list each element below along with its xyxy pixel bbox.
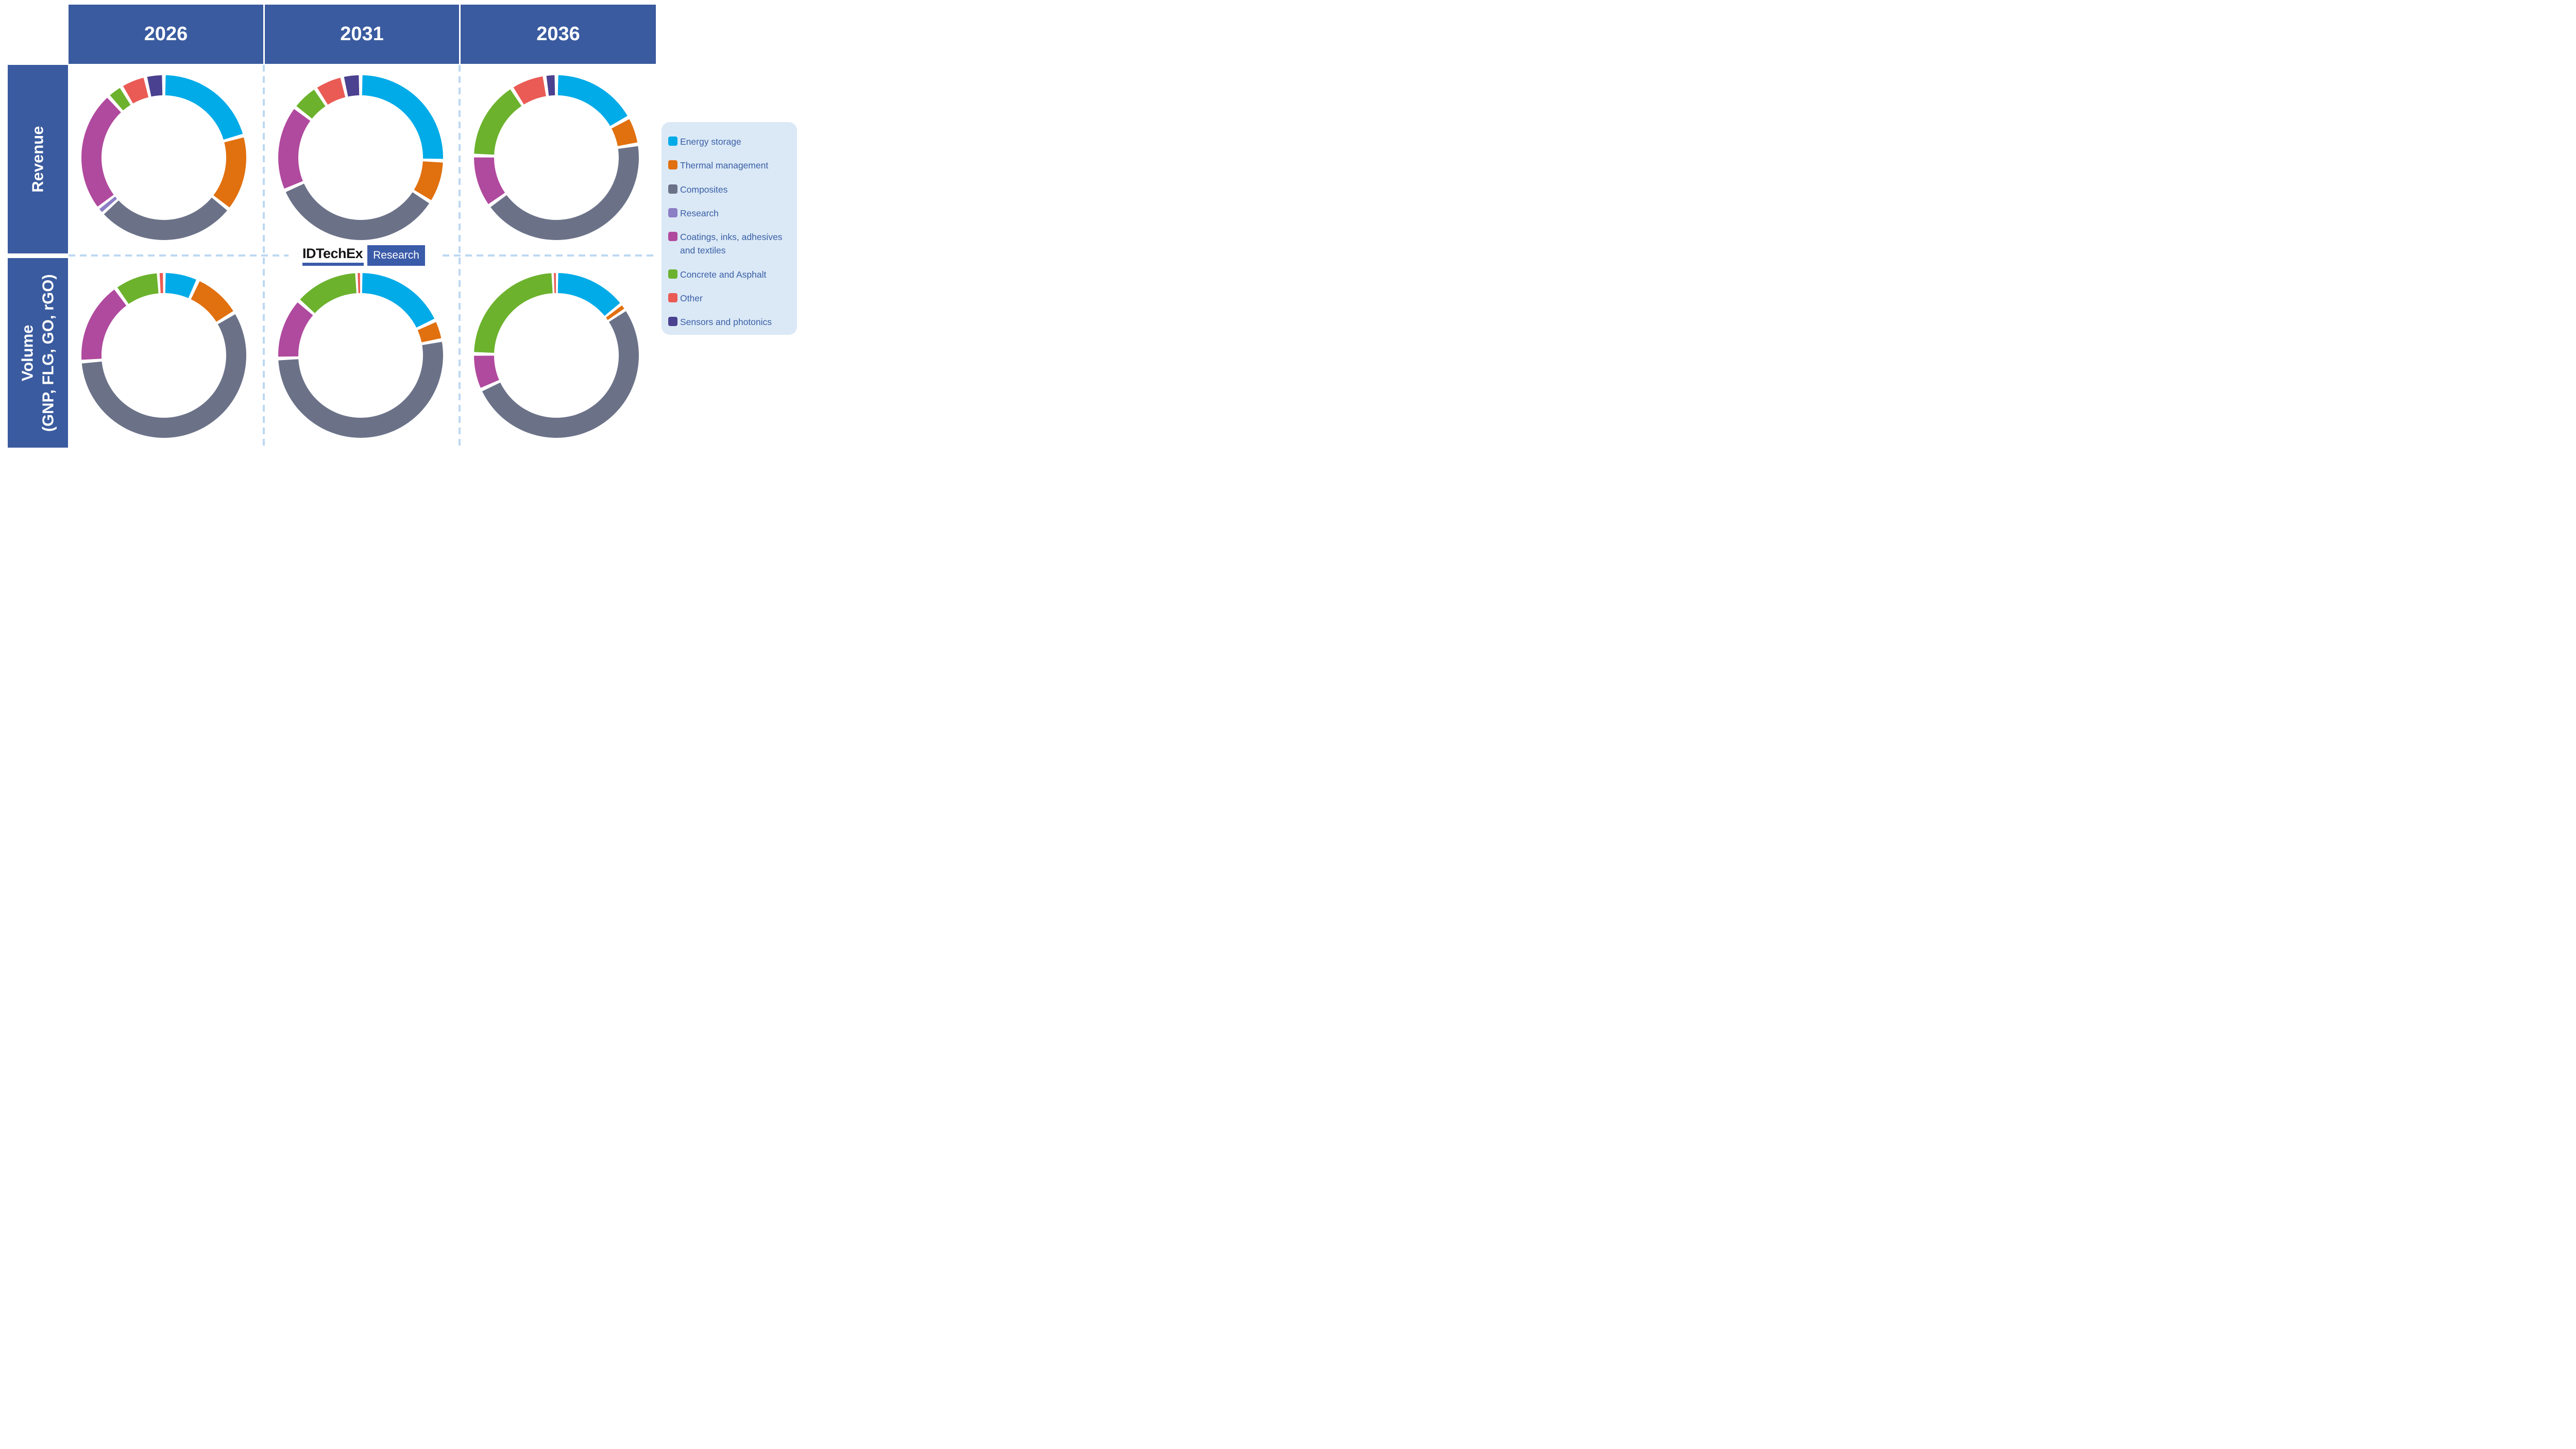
donut-segment-other xyxy=(358,273,361,294)
donut-chart-revenue-2031 xyxy=(277,74,444,241)
row-title: Volume xyxy=(18,325,37,381)
donut-segment-concrete-and-asphalt xyxy=(474,89,522,155)
legend-label: Other xyxy=(680,293,703,303)
legend-item: Research xyxy=(668,207,792,220)
donut-segment-thermal-management xyxy=(611,119,638,146)
column-header-label: 2036 xyxy=(536,23,580,45)
graphene-market-donut-matrix: 2026 2031 2036 Revenue Volume (GNP, FLG,… xyxy=(0,0,808,454)
donut-segment-other xyxy=(554,273,556,294)
donut-segment-energy-storage xyxy=(362,75,443,159)
donut-segment-coatings-inks-adhesives-and-textiles xyxy=(81,289,127,360)
legend-item: Concrete and Asphalt xyxy=(668,268,792,281)
legend-label: Composites xyxy=(680,184,728,195)
legend-swatch-icon xyxy=(668,137,677,146)
logo-research-badge: Research xyxy=(367,245,425,266)
donut-chart-volume-2031 xyxy=(277,272,444,439)
legend-label: Concrete and Asphalt xyxy=(680,269,767,280)
legend-label: Research xyxy=(680,208,719,218)
legend-swatch-icon xyxy=(668,317,677,326)
donut-segment-sensors-and-photonics xyxy=(147,75,163,97)
column-separator-dashed-line xyxy=(459,65,461,448)
donut-chart-volume-2026 xyxy=(80,272,247,439)
donut-chart-revenue-2036 xyxy=(473,74,640,241)
donut-segment-concrete-and-asphalt xyxy=(117,273,159,304)
donut-segment-coatings-inks-adhesives-and-textiles xyxy=(278,109,311,189)
legend-swatch-icon xyxy=(668,232,677,241)
row-header-label: Revenue xyxy=(27,126,48,192)
donut-segment-thermal-management xyxy=(414,161,443,200)
donut-segment-thermal-management xyxy=(606,305,624,320)
donut-segment-energy-storage xyxy=(362,273,435,328)
donut-segment-concrete-and-asphalt xyxy=(296,90,326,119)
donut-segment-composites xyxy=(104,197,227,240)
donut-segment-energy-storage xyxy=(165,273,196,298)
legend-swatch-icon xyxy=(668,184,677,194)
row-header-label: Volume (GNP, FLG, GO, rGO) xyxy=(17,274,59,432)
legend-label: Thermal management xyxy=(680,160,769,171)
donut-chart-revenue-2026 xyxy=(80,74,247,241)
legend-item: Thermal management xyxy=(668,159,792,172)
donut-segment-energy-storage xyxy=(557,273,620,316)
donut-segment-sensors-and-photonics xyxy=(344,75,360,97)
donut-segment-composites xyxy=(278,342,443,438)
donut-segment-research xyxy=(99,196,117,212)
legend-swatch-icon xyxy=(668,208,677,217)
donut-segment-composites xyxy=(285,183,430,240)
legend-swatch-icon xyxy=(668,269,677,279)
legend-label: Coatings, inks, adhesives and textiles xyxy=(680,232,783,256)
column-separator-dashed-line xyxy=(263,65,265,448)
legend-item: Energy storage xyxy=(668,135,792,148)
donut-segment-energy-storage xyxy=(557,75,628,126)
donut-segment-thermal-management xyxy=(417,322,442,343)
legend-label: Sensors and photonics xyxy=(680,317,772,327)
donut-segment-thermal-management xyxy=(191,281,233,322)
row-title: Revenue xyxy=(28,126,47,193)
column-header-2026: 2026 xyxy=(69,5,263,64)
legend-item: Coatings, inks, adhesives and textiles xyxy=(668,230,792,258)
legend-label: Energy storage xyxy=(680,137,741,147)
legend-swatch-icon xyxy=(668,293,677,302)
logo-brand-text: IDTechEx xyxy=(302,245,364,266)
column-header-label: 2031 xyxy=(340,23,384,45)
donut-segment-other xyxy=(159,273,163,294)
donut-segment-concrete-and-asphalt xyxy=(474,273,553,353)
donut-segment-concrete-and-asphalt xyxy=(110,88,131,111)
legend-item: Composites xyxy=(668,183,792,196)
donut-segment-sensors-and-photonics xyxy=(546,75,555,96)
donut-segment-coatings-inks-adhesives-and-textiles xyxy=(473,157,505,204)
row-header-volume: Volume (GNP, FLG, GO, rGO) xyxy=(8,258,68,448)
column-header-2031: 2031 xyxy=(265,5,459,64)
donut-segment-composites xyxy=(81,314,246,438)
legend-swatch-icon xyxy=(668,160,677,170)
donut-segment-other xyxy=(123,77,149,104)
donut-segment-coatings-inks-adhesives-and-textiles xyxy=(81,97,121,207)
donut-segment-coatings-inks-adhesives-and-textiles xyxy=(474,355,499,388)
donut-segment-thermal-management xyxy=(213,137,246,208)
donut-segment-energy-storage xyxy=(165,75,243,140)
legend-item: Sensors and photonics xyxy=(668,315,792,329)
column-header-2036: 2036 xyxy=(461,5,656,64)
legend-items: Energy storage Thermal management Composit… xyxy=(668,135,792,329)
donut-segment-other xyxy=(317,77,346,105)
donut-segment-composites xyxy=(482,311,639,438)
donut-chart-volume-2036 xyxy=(473,272,640,439)
donut-segment-concrete-and-asphalt xyxy=(300,273,357,313)
row-subtitle: (GNP, FLG, GO, rGO) xyxy=(39,274,57,432)
donut-segment-composites xyxy=(490,146,639,241)
idtechex-logo: IDTechEx Research xyxy=(289,245,439,267)
donut-segment-other xyxy=(513,76,546,105)
row-header-revenue: Revenue xyxy=(8,65,68,253)
donut-segment-coatings-inks-adhesives-and-textiles xyxy=(278,302,313,357)
legend-item: Other xyxy=(668,292,792,305)
chart-legend: Energy storage Thermal management Composit… xyxy=(662,122,797,335)
column-header-label: 2026 xyxy=(144,23,188,45)
